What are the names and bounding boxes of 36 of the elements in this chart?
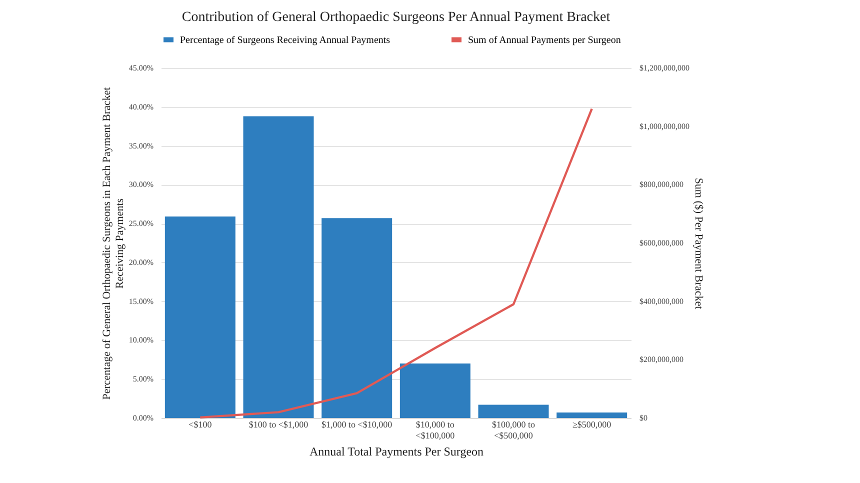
y-tick-label: 25.00% <box>128 219 154 228</box>
x-tick-label: ≥$500,000 <box>572 420 612 430</box>
bar <box>478 404 549 418</box>
y-tick-label: 40.00% <box>128 102 154 112</box>
y-tick-label: 45.00% <box>128 64 154 72</box>
y2-tick-label: $600,000,000 <box>640 238 684 248</box>
y-tick-label: 30.00% <box>128 180 154 190</box>
y-tick-label: 20.00% <box>128 258 154 267</box>
bar <box>556 412 628 418</box>
y-tick-label: 0.00% <box>132 414 154 422</box>
x-tick-label: $100,000 to <$500,000 <box>492 420 536 440</box>
y-tick-label: 10.00% <box>128 336 154 345</box>
x-tick-label: $100 to <$1,000 <box>248 420 309 430</box>
bar <box>243 116 314 418</box>
x-tick-label: $10,000 to <$100,000 <box>416 420 456 440</box>
legend-label: Sum of Annual Payments per Surgeon <box>468 34 621 46</box>
x-axis-title: Annual Total Payments Per Surgeon <box>309 444 484 458</box>
y-tick-label: 5.00% <box>132 374 154 384</box>
y2-tick-label: $400,000,000 <box>640 296 684 306</box>
chart-title: Contribution of General Orthopaedic Surgeons Per Annual Payment Bracket <box>182 10 610 25</box>
bar <box>400 364 470 418</box>
x-tick-label: <$100 <box>188 420 212 430</box>
line-series <box>199 108 593 419</box>
y2-tick-label: $1,000,000,000 <box>640 122 690 131</box>
bar <box>164 216 236 418</box>
x-tick-label: $1,000 to <$10,000 <box>322 420 393 430</box>
y2-axis-title: Sum ($) Per Payment Bracket <box>692 178 704 310</box>
y2-tick-label: $200,000,000 <box>640 355 684 364</box>
y-tick-label: 15.00% <box>128 296 154 306</box>
y2-tick-label: $800,000,000 <box>640 180 684 190</box>
legend-label: Percentage of Surgeons Receiving Annual Payments <box>180 34 390 46</box>
bar <box>322 218 392 418</box>
y2-tick-label: $0 <box>640 414 648 422</box>
y2-tick-label: $1,200,000,000 <box>640 64 690 72</box>
y-axis-title: Percentage of General Orthopaedic Surgeons in Each Payment Bracket Receiving Payments <box>100 87 126 400</box>
y-tick-label: 35.00% <box>128 141 154 150</box>
